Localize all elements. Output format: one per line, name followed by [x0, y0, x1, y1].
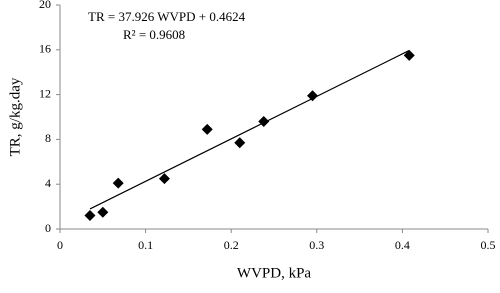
- y-tick-label: 12: [39, 86, 51, 100]
- point: [307, 90, 319, 102]
- y-tick-label: 8: [45, 131, 51, 145]
- x-tick-label: 0.5: [481, 238, 496, 252]
- equation: TR = 37.926 WVPD + 0.4624: [88, 9, 246, 24]
- r-squared: R² = 0.9608: [123, 27, 185, 42]
- point: [403, 49, 415, 61]
- point: [97, 206, 109, 218]
- x-tick-label: 0.2: [224, 238, 239, 252]
- x-tick-label: 0.1: [138, 238, 153, 252]
- point: [112, 177, 124, 189]
- point: [158, 173, 170, 185]
- x-tick-label: 0: [57, 238, 63, 252]
- point: [84, 210, 96, 222]
- trendline: [89, 49, 410, 210]
- x-axis-title: WVPD, kPa: [237, 265, 312, 281]
- y-tick-label: 4: [45, 176, 51, 190]
- point: [201, 123, 213, 135]
- y-tick-label: 20: [39, 0, 51, 11]
- y-axis-title: TR, g/kg.day: [7, 77, 23, 156]
- y-tick-label: 16: [39, 42, 51, 56]
- point: [234, 137, 246, 149]
- point: [258, 115, 270, 127]
- x-tick-label: 0.4: [395, 238, 410, 252]
- y-tick-label: 0: [45, 221, 51, 235]
- x-tick-label: 0.3: [309, 238, 324, 252]
